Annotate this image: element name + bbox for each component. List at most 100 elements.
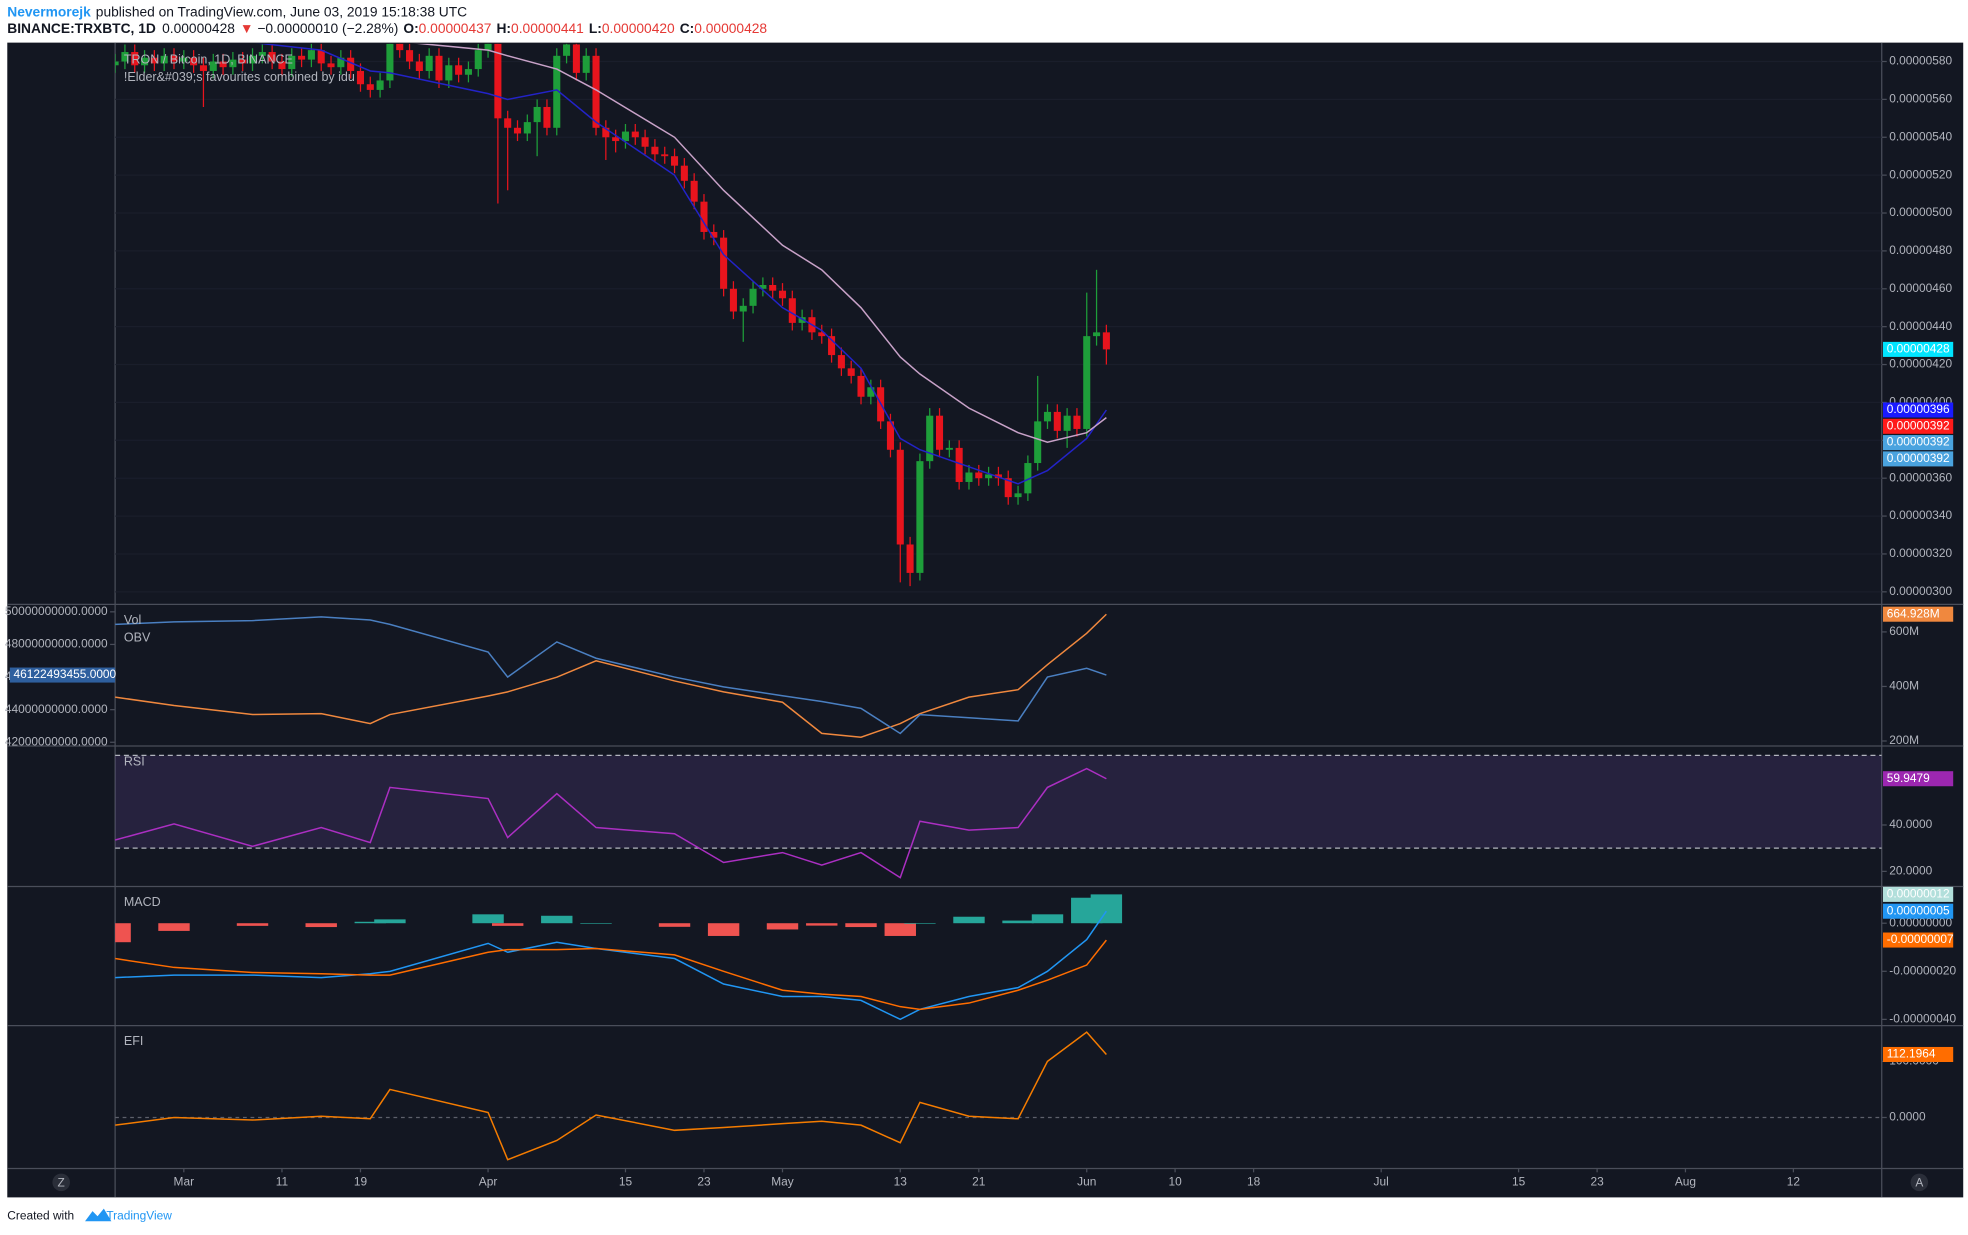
- y-tick-label: 0.00000300: [1889, 584, 1952, 598]
- candle-body: [935, 415, 944, 450]
- price-label: 0.00000428: [1887, 342, 1950, 356]
- auto-scale-button-label[interactable]: A: [1915, 1176, 1923, 1190]
- x-tick-label: 10: [1168, 1174, 1182, 1188]
- x-tick-label: Jun: [1077, 1174, 1096, 1188]
- candle-body: [661, 154, 669, 157]
- last-price: 0.00000428: [162, 20, 235, 35]
- price-label: 112.1964: [1887, 1047, 1936, 1061]
- y-tick-label: 50000000000.0000: [5, 604, 108, 618]
- y-tick-label: 0.0000: [1889, 1110, 1926, 1124]
- candle-body: [347, 57, 355, 71]
- candle-body: [1014, 493, 1022, 498]
- y-tick-label: 0.00000000: [1889, 915, 1952, 929]
- h-value: 0.00000441: [511, 20, 584, 35]
- candle-body: [759, 284, 767, 289]
- series-line: [115, 939, 1107, 1011]
- price-label: 0.00000396: [1887, 402, 1950, 416]
- candle-body: [710, 231, 718, 238]
- candle-body: [199, 65, 207, 71]
- pane-title: RSI: [124, 755, 145, 769]
- histogram-bar: [541, 915, 573, 924]
- price-label-box: [1882, 418, 1954, 434]
- chart-background: [7, 42, 1964, 1198]
- x-tick-label: 15: [1512, 1174, 1526, 1188]
- price-label: 664.928M: [1887, 606, 1940, 620]
- candle-body: [180, 57, 188, 62]
- price-label: 0.00000392: [1887, 435, 1950, 449]
- x-tick-label: 13: [894, 1174, 908, 1188]
- candle-body: [749, 288, 757, 306]
- price-label: 46122493455.0000: [14, 667, 117, 681]
- candle-body: [298, 55, 306, 60]
- candle-body: [455, 65, 463, 75]
- candle-body: [965, 472, 973, 482]
- header-line-2: BINANCE:TRXBTC, 1D 0.00000428 ▼ −0.00000010…: [7, 20, 767, 35]
- series-line: [115, 613, 1107, 739]
- y-tick-label: -0.00000020: [1889, 963, 1956, 977]
- candle-body: [867, 387, 875, 397]
- publisher[interactable]: Nevermorejk: [7, 4, 91, 19]
- change: −0.00000010 (−2.28%): [257, 20, 398, 35]
- candle-body: [288, 55, 296, 70]
- candle-body: [337, 57, 345, 68]
- candle-body: [1073, 415, 1081, 429]
- symbol: BINANCE:TRXBTC, 1D: [7, 20, 156, 35]
- y-tick-label: 600M: [1889, 624, 1919, 638]
- x-tick-label: Aug: [1675, 1174, 1696, 1188]
- candle-body: [386, 43, 394, 81]
- candle-body: [837, 355, 845, 369]
- rsi-band: [115, 755, 1882, 849]
- candle-body: [631, 131, 639, 138]
- pane-title: EFI: [124, 1034, 143, 1048]
- o-label: O:: [403, 20, 418, 35]
- candle-body: [1083, 336, 1091, 429]
- price-label: 0.00000392: [1887, 418, 1950, 432]
- brand-logo: [85, 1208, 112, 1222]
- candle-body: [788, 298, 796, 323]
- y-tick-label: 0.00000520: [1889, 167, 1952, 181]
- x-tick-label: 23: [697, 1174, 711, 1188]
- histogram-bar: [1090, 894, 1123, 924]
- candle-body: [1043, 411, 1052, 422]
- candle-body: [219, 61, 227, 68]
- candle-body: [602, 127, 610, 138]
- candle-body: [239, 59, 247, 64]
- histogram-bar: [953, 916, 985, 924]
- h-label: H:: [496, 20, 511, 35]
- l-label: L:: [589, 20, 602, 35]
- x-tick-label: 19: [354, 1174, 368, 1188]
- y-tick-label: 0.00000580: [1889, 54, 1952, 68]
- candle-body: [690, 180, 698, 202]
- candle-body: [975, 472, 983, 479]
- pane: [115, 613, 1107, 739]
- auto-scale-button[interactable]: [1910, 1173, 1929, 1192]
- histogram-bar: [1031, 914, 1064, 924]
- y-tick-label: 0.00000340: [1889, 508, 1952, 522]
- pane: [115, 754, 1882, 879]
- l-value: 0.00000420: [602, 20, 675, 35]
- candle-body: [729, 288, 737, 312]
- candle-body: [769, 284, 777, 291]
- candle-body: [141, 57, 149, 66]
- x-tick-label: 18: [1247, 1174, 1261, 1188]
- histogram-bar: [305, 923, 337, 928]
- series-line: [415, 43, 1107, 443]
- y-tick-label: 0.00000320: [1889, 546, 1952, 560]
- x-tick-label: 12: [1787, 1174, 1801, 1188]
- footer-brand[interactable]: TradingView: [106, 1208, 172, 1222]
- candle-body: [621, 131, 630, 142]
- candle-body: [955, 447, 963, 482]
- candle-body: [1063, 415, 1071, 431]
- pane-borders: [7, 42, 1964, 1198]
- price-label-box: [1882, 402, 1954, 418]
- price-label-box: [1882, 1046, 1954, 1063]
- x-tick-label: Jul: [1374, 1174, 1389, 1188]
- series-line: [258, 43, 1107, 485]
- price-label-box: [1882, 606, 1954, 622]
- zoom-button[interactable]: [52, 1173, 70, 1192]
- candle-body: [1053, 411, 1061, 431]
- candle-body: [847, 368, 855, 376]
- series-line: [115, 767, 1107, 879]
- zoom-button-label[interactable]: Z: [58, 1176, 65, 1190]
